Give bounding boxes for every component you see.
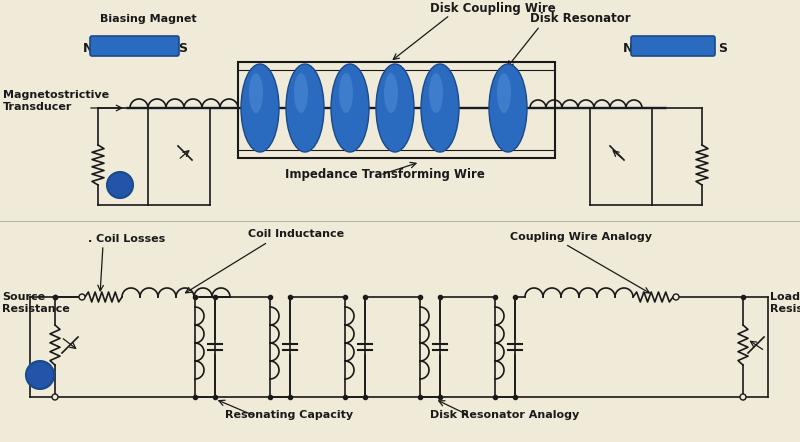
Text: Resonating Capacity: Resonating Capacity <box>225 410 353 420</box>
Text: Impedance Transforming Wire: Impedance Transforming Wire <box>285 168 485 181</box>
Circle shape <box>673 294 679 300</box>
Text: Load
Resistance: Load Resistance <box>770 293 800 314</box>
Ellipse shape <box>497 73 511 113</box>
Ellipse shape <box>489 64 527 152</box>
Text: Transducer: Transducer <box>3 102 72 112</box>
Text: S: S <box>718 42 727 55</box>
Text: Coupling Wire Analogy: Coupling Wire Analogy <box>510 232 652 242</box>
Circle shape <box>740 394 746 400</box>
Bar <box>238 62 555 158</box>
FancyBboxPatch shape <box>631 36 715 56</box>
Text: Biasing Magnet: Biasing Magnet <box>100 14 197 24</box>
Ellipse shape <box>331 64 369 152</box>
Circle shape <box>26 361 54 389</box>
Text: ~: ~ <box>34 370 46 382</box>
Text: Disk Resonator: Disk Resonator <box>530 12 630 25</box>
Circle shape <box>79 294 85 300</box>
Text: ~: ~ <box>114 179 126 193</box>
Ellipse shape <box>286 64 324 152</box>
FancyBboxPatch shape <box>90 36 179 56</box>
Text: Disk Coupling Wire: Disk Coupling Wire <box>430 2 556 15</box>
Text: Disk Resonator Analogy: Disk Resonator Analogy <box>430 410 579 420</box>
Text: Magnetostrictive: Magnetostrictive <box>3 90 109 100</box>
Ellipse shape <box>384 73 398 113</box>
Circle shape <box>107 172 133 198</box>
Text: N: N <box>623 42 634 55</box>
Text: N: N <box>83 42 94 55</box>
Ellipse shape <box>339 73 353 113</box>
Ellipse shape <box>429 73 443 113</box>
Ellipse shape <box>294 73 308 113</box>
Text: Source
Resistance: Source Resistance <box>2 293 70 314</box>
Ellipse shape <box>241 64 279 152</box>
Ellipse shape <box>376 64 414 152</box>
Ellipse shape <box>249 73 263 113</box>
Text: S: S <box>178 42 187 55</box>
Ellipse shape <box>421 64 459 152</box>
Text: Coil Inductance: Coil Inductance <box>248 229 344 239</box>
Circle shape <box>52 394 58 400</box>
Text: . Coil Losses: . Coil Losses <box>88 234 166 244</box>
